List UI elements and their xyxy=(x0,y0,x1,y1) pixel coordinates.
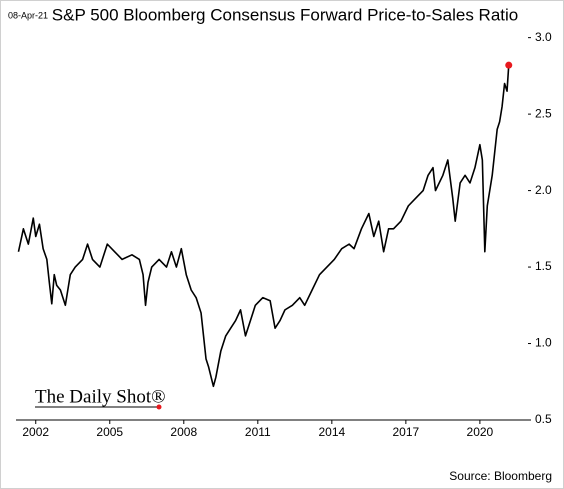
y-tick-label: 0.5 xyxy=(535,412,552,426)
x-tick-label: 2020 xyxy=(467,425,494,439)
chart-title: S&P 500 Bloomberg Consensus Forward Pric… xyxy=(52,5,518,24)
y-tick-label: 3.0 xyxy=(535,30,552,44)
x-tick-label: 2014 xyxy=(318,425,345,439)
source: Source: Bloomberg xyxy=(449,469,552,483)
x-tick-label: 2017 xyxy=(393,425,420,439)
x-tick-label: 2008 xyxy=(170,425,197,439)
watermark-dot xyxy=(156,404,162,410)
y-tick-label: 1.5 xyxy=(535,259,552,273)
x-tick-label: 2002 xyxy=(22,425,49,439)
x-tick-label: 2011 xyxy=(245,425,271,439)
last-point-marker xyxy=(505,61,513,69)
series-line xyxy=(17,65,510,388)
x-tick-label: 2005 xyxy=(96,425,123,439)
y-tick-label: 2.0 xyxy=(535,183,552,197)
watermark: The Daily Shot® xyxy=(35,386,166,407)
y-tick-label: 1.0 xyxy=(535,336,552,350)
y-tick-label: 2.5 xyxy=(535,106,552,120)
date: 08-Apr-21 xyxy=(8,10,48,20)
